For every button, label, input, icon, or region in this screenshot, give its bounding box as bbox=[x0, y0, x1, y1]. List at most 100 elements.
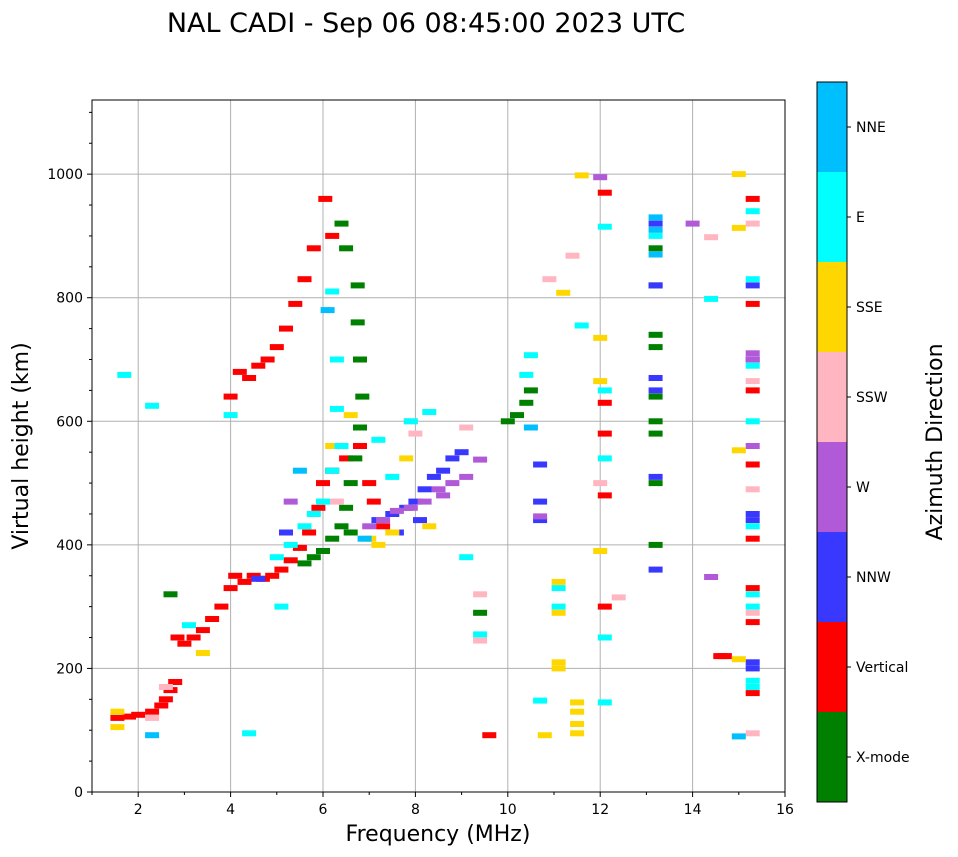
data-point bbox=[648, 232, 663, 239]
data-point bbox=[339, 245, 354, 252]
data-point bbox=[269, 554, 284, 561]
data-point bbox=[376, 523, 391, 530]
data-point bbox=[745, 690, 760, 697]
data-point bbox=[265, 572, 280, 579]
plot-frame bbox=[91, 99, 786, 793]
data-point bbox=[385, 511, 400, 517]
data-point bbox=[145, 402, 160, 409]
data-point bbox=[306, 245, 321, 252]
data-point bbox=[445, 480, 460, 487]
colorbar-swatch bbox=[817, 532, 847, 622]
x-tick-label: 12 bbox=[591, 802, 609, 818]
y-axis-label: Virtual height (km) bbox=[9, 342, 34, 549]
data-point bbox=[745, 677, 760, 684]
data-point bbox=[519, 399, 534, 406]
data-point bbox=[325, 443, 340, 449]
data-point bbox=[110, 724, 125, 731]
data-point bbox=[745, 535, 760, 542]
data-point bbox=[283, 557, 298, 564]
data-point bbox=[519, 371, 534, 378]
data-point bbox=[648, 480, 663, 487]
data-point bbox=[731, 447, 746, 454]
data-point bbox=[648, 344, 663, 351]
data-point bbox=[570, 699, 585, 706]
data-point bbox=[353, 443, 367, 449]
data-point bbox=[316, 498, 330, 505]
data-point bbox=[551, 578, 566, 585]
data-point bbox=[745, 591, 760, 598]
data-point bbox=[593, 480, 608, 487]
data-point bbox=[186, 634, 201, 641]
data-point bbox=[537, 732, 552, 739]
data-point bbox=[403, 418, 418, 425]
data-point bbox=[297, 560, 312, 567]
data-point bbox=[297, 523, 312, 530]
data-point bbox=[473, 609, 488, 616]
chart-title: NAL CADI - Sep 06 08:45:00 2023 UTC bbox=[167, 8, 685, 39]
data-point bbox=[648, 418, 663, 425]
data-point bbox=[223, 393, 238, 400]
data-point bbox=[316, 480, 330, 487]
data-point bbox=[334, 220, 349, 227]
plot-background bbox=[92, 100, 785, 792]
data-point bbox=[648, 251, 663, 258]
data-point bbox=[350, 282, 365, 289]
data-point bbox=[523, 352, 538, 359]
data-point bbox=[685, 220, 700, 227]
data-point bbox=[597, 399, 612, 406]
data-point bbox=[306, 511, 321, 517]
y-tick-label: 0 bbox=[74, 785, 83, 801]
data-point bbox=[343, 480, 358, 487]
data-point bbox=[339, 504, 354, 511]
data-point bbox=[232, 368, 247, 375]
data-point bbox=[574, 322, 589, 329]
plot-area: 2 4 6 8 10 12 14 16 0 200 400 600 800 1000 bbox=[47, 99, 794, 818]
data-point bbox=[413, 517, 427, 524]
data-point bbox=[163, 687, 178, 694]
data-point bbox=[473, 631, 488, 638]
series-w bbox=[283, 174, 760, 580]
data-point bbox=[745, 195, 760, 202]
data-point bbox=[459, 554, 474, 561]
data-point bbox=[731, 224, 746, 231]
colorbar-swatch bbox=[817, 712, 847, 802]
data-point bbox=[320, 307, 335, 314]
data-point bbox=[597, 603, 612, 610]
data-point bbox=[154, 702, 169, 709]
data-point bbox=[597, 387, 612, 394]
data-point bbox=[357, 535, 372, 542]
data-point bbox=[311, 504, 326, 511]
data-point bbox=[288, 300, 303, 307]
y-axis-ticks: 0 200 400 600 800 1000 bbox=[47, 111, 92, 801]
data-point bbox=[122, 713, 136, 720]
data-point bbox=[158, 696, 173, 703]
data-point bbox=[214, 603, 229, 610]
data-point bbox=[745, 220, 760, 227]
data-point bbox=[329, 405, 344, 412]
data-point bbox=[145, 732, 160, 739]
data-point bbox=[274, 566, 289, 573]
data-marks bbox=[110, 171, 760, 740]
data-point bbox=[556, 289, 571, 296]
data-point bbox=[551, 659, 566, 666]
data-point bbox=[570, 721, 585, 727]
colorbar-category-label: E bbox=[856, 210, 865, 226]
data-point bbox=[745, 418, 760, 425]
data-point bbox=[597, 492, 612, 499]
data-point bbox=[350, 319, 365, 326]
data-point bbox=[565, 252, 580, 259]
colorbar-swatch bbox=[817, 82, 847, 172]
data-point bbox=[500, 418, 515, 425]
data-point bbox=[745, 356, 760, 363]
data-point bbox=[648, 245, 663, 252]
data-point bbox=[242, 375, 257, 381]
data-point bbox=[362, 480, 377, 487]
data-point bbox=[376, 517, 391, 524]
data-point bbox=[145, 708, 160, 715]
data-point bbox=[228, 572, 243, 579]
data-point bbox=[473, 591, 488, 598]
data-point bbox=[223, 412, 238, 419]
data-point bbox=[731, 171, 746, 178]
data-point bbox=[445, 455, 460, 462]
data-point bbox=[403, 504, 418, 511]
